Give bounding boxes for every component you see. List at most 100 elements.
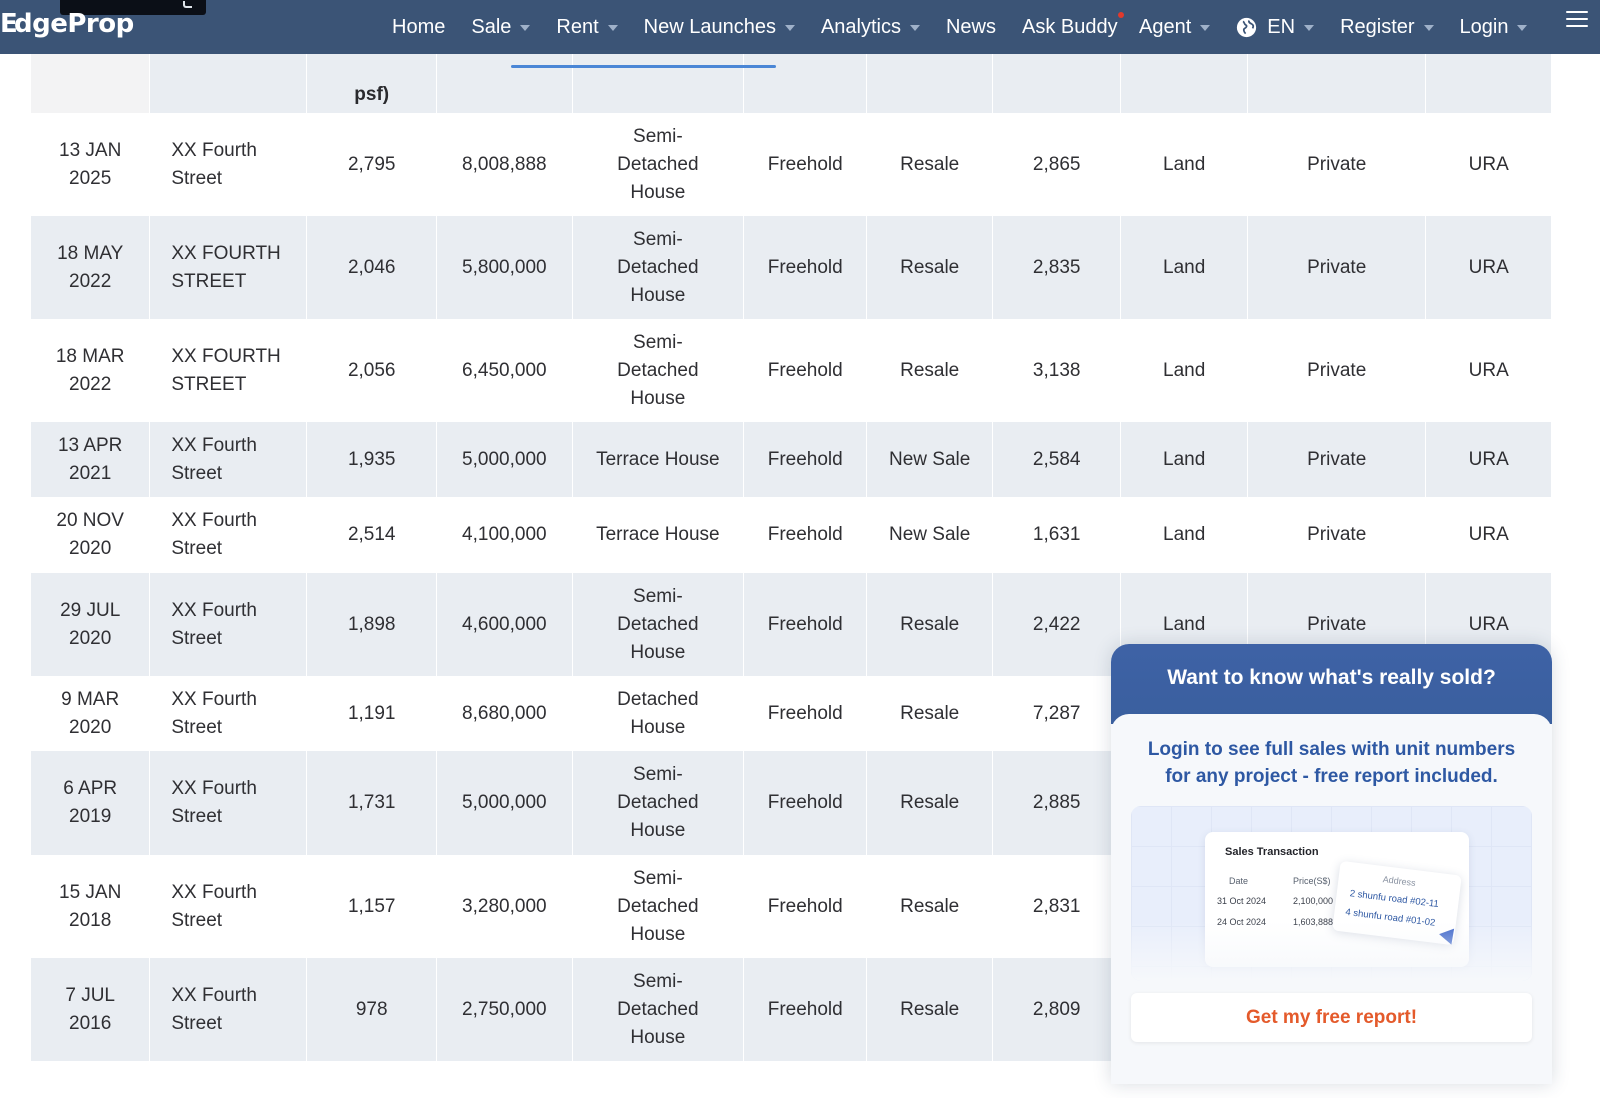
header-area[interactable] (992, 54, 1122, 113)
menu-icon[interactable] (1566, 11, 1588, 29)
cell-source: URA (1426, 422, 1552, 497)
nav-item-home[interactable]: Home (392, 8, 445, 46)
cell-address: XX Fourth Street (150, 676, 308, 751)
cell-address: XX Fourth Street (150, 113, 308, 216)
chevron-down-icon (607, 25, 618, 31)
cell-type: Semi- Detached House (572, 855, 745, 958)
cell-market: Private (1247, 422, 1427, 497)
cell-type: Semi- Detached House (572, 751, 745, 855)
table-row[interactable]: 18 MAR 2022 XX FOURTH STREET 2,056 6,450,000 S… (31, 319, 1552, 422)
header-price[interactable] (436, 54, 573, 113)
cell-source: URA (1426, 319, 1552, 422)
login-label: Login (1459, 15, 1509, 38)
cell-sale: Resale (867, 573, 993, 676)
cell-date: 20 NOV 2020 (31, 497, 151, 573)
cell-area-type: Land (1121, 113, 1248, 216)
cell-area: 2,584 (992, 422, 1122, 497)
nav-item-news[interactable]: News (946, 8, 996, 46)
chevron-down-icon (1304, 25, 1315, 31)
popup-description: Login to see full sales with unit number… (1147, 739, 1516, 787)
header-psf[interactable]: psf) (307, 54, 437, 113)
header-market[interactable] (1247, 54, 1427, 113)
edgeprop-logo[interactable]: EdgeProp (0, 9, 134, 39)
cell-price: 5,000,000 (436, 422, 573, 497)
cell-area: 2,422 (992, 573, 1122, 676)
nav-menu: Home Sale Rent New Launches Analytics News Ask… (392, 0, 1144, 54)
header-tenure[interactable] (744, 54, 868, 113)
cell-sale: Resale (867, 319, 993, 422)
cell-type: Semi- Detached House (572, 216, 745, 319)
header-source[interactable] (1426, 54, 1552, 113)
cell-area-type: Land (1121, 319, 1248, 422)
nav-register[interactable]: Register (1340, 8, 1434, 46)
header-date[interactable] (31, 54, 151, 113)
table-row[interactable]: 13 JAN 2025 XX Fourth Street 2,795 8,008,888 S… (31, 113, 1552, 216)
cell-area: 7,287 (992, 676, 1122, 751)
chevron-down-icon (1517, 25, 1528, 31)
cell-price: 2,750,000 (436, 958, 573, 1061)
nav-item-sale[interactable]: Sale (471, 8, 531, 46)
cell-type: Detached House (572, 676, 745, 751)
globe-icon (1237, 17, 1257, 37)
nav-item-label: News (945, 15, 996, 38)
cell-sale: Resale (867, 216, 993, 319)
cell-date: 13 APR 2021 (31, 422, 151, 497)
nav-item-rent[interactable]: Rent (556, 8, 618, 46)
cell-type: Semi- Detached House (572, 573, 745, 676)
cell-sale: Resale (867, 113, 993, 216)
sort-indicator (511, 65, 776, 68)
logo-text: dgeProp (14, 9, 134, 39)
cell-tenure: Freehold (744, 497, 868, 573)
cell-area: 2,865 (992, 113, 1122, 216)
cell-area: 2,835 (992, 216, 1122, 319)
nav-agent[interactable]: Agent (1139, 8, 1211, 46)
preview-addr1: 2 shunfu road #02-11 (1349, 888, 1440, 911)
cell-address: XX Fourth Street (150, 751, 308, 855)
cell-price: 4,600,000 (436, 573, 573, 676)
cell-tenure: Freehold (744, 422, 868, 497)
header-area-type[interactable] (1121, 54, 1248, 113)
cell-price: 3,280,000 (436, 855, 573, 958)
nav-item-new-launches[interactable]: New Launches (644, 8, 795, 46)
chevron-down-icon (1200, 25, 1211, 31)
browser-extension-tab[interactable] (60, 0, 206, 15)
cell-price: 4,100,000 (436, 497, 573, 573)
nav-item-ask-buddy[interactable]: Ask Buddy (1022, 8, 1124, 46)
cell-area: 2,885 (992, 751, 1122, 855)
chevron-down-icon (784, 25, 795, 31)
cell-area-type: Land (1121, 422, 1248, 497)
nav-login[interactable]: Login (1460, 8, 1528, 46)
preview-col-address: Address (1382, 874, 1417, 889)
notification-dot (1117, 12, 1124, 18)
cell-tenure: Freehold (744, 958, 868, 1061)
table-row[interactable]: 13 APR 2021 XX Fourth Street 1,935 5,000,000 T… (31, 422, 1552, 497)
cell-psf: 2,514 (307, 497, 437, 573)
nav-item-label: Ask Buddy (1022, 15, 1118, 38)
get-free-report-button[interactable]: Get my free report! (1131, 993, 1532, 1042)
cell-area: 2,809 (992, 958, 1122, 1061)
cell-sale: Resale (867, 958, 993, 1061)
header-type[interactable] (572, 54, 745, 113)
nav-item-analytics[interactable]: Analytics (821, 8, 920, 46)
cell-market: Private (1247, 319, 1427, 422)
popup-body: Login to see full sales with unit number… (1111, 714, 1552, 1084)
table-row[interactable]: 18 MAY 2022 XX FOURTH STREET 2,046 5,800,000 S… (31, 216, 1552, 319)
cell-tenure: Freehold (744, 319, 868, 422)
table-row[interactable]: 20 NOV 2020 XX Fourth Street 2,514 4,100,000 T… (31, 497, 1552, 573)
cell-address: XX FOURTH STREET (150, 319, 308, 422)
register-label: Register (1340, 15, 1415, 38)
cell-address: XX Fourth Street (150, 573, 308, 676)
cell-psf: 1,157 (307, 855, 437, 958)
header-address[interactable] (150, 54, 308, 113)
cell-price: 8,008,888 (436, 113, 573, 216)
cell-date: 9 MAR 2020 (31, 676, 151, 751)
cell-market: Private (1247, 497, 1427, 573)
header-psf-label: psf) (354, 84, 390, 105)
language-selector[interactable]: EN (1236, 8, 1315, 46)
header-sale-type[interactable] (867, 54, 993, 113)
cell-area-type: Land (1121, 216, 1248, 319)
cell-price: 8,680,000 (436, 676, 573, 751)
cell-price: 5,800,000 (436, 216, 573, 319)
cell-area-type: Land (1121, 497, 1248, 573)
login-promo-popup: Want to know what's really sold? Login t… (1111, 644, 1552, 1084)
